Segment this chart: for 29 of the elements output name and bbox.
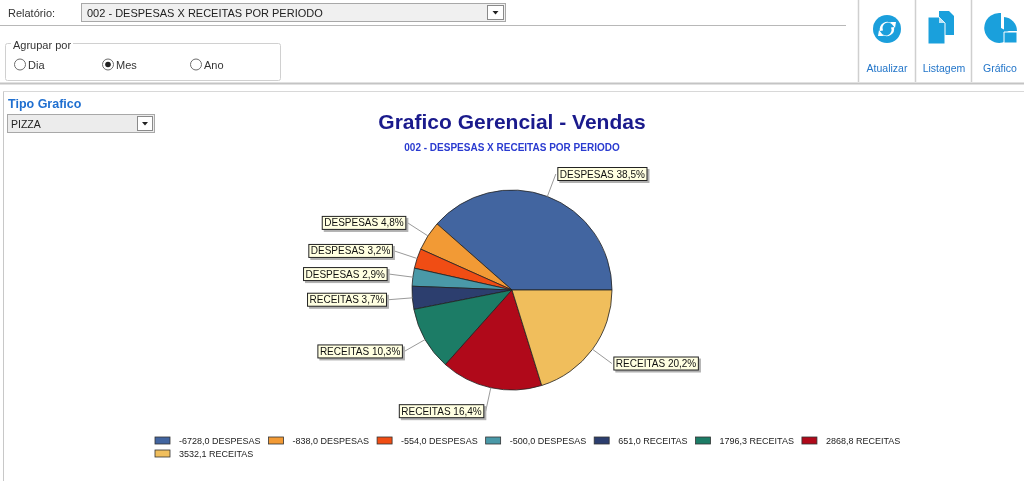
text: PIZZA: [11, 118, 41, 130]
legend-label: -838,0 DESPESAS: [292, 436, 370, 446]
text: Agrupar por: [13, 39, 72, 51]
text: Atualizar: [866, 62, 908, 74]
chart-subtitle: 002 - DESPESAS X RECEITAS POR PERIODO: [404, 142, 620, 153]
legend-label: 651,0 RECEITAS: [618, 436, 688, 446]
chart-title: Grafico Gerencial - Vendas: [378, 110, 646, 133]
data-label: RECEITAS 20,2%: [615, 358, 697, 370]
text: Mes: [116, 58, 138, 71]
text: Gráfico: [983, 62, 1018, 74]
legend-label: 2868,8 RECEITAS: [825, 436, 901, 446]
data-label: RECEITAS 10,3%: [319, 345, 401, 357]
data-label: DESPESAS 3,2%: [310, 245, 391, 257]
text: Tipo Grafico: [8, 97, 82, 111]
text: 002 - DESPESAS X RECEITAS POR PERIODO: [87, 7, 324, 19]
legend-label: 3532,1 RECEITAS: [179, 449, 254, 459]
text: Ano: [204, 58, 224, 71]
text: Listagem: [922, 62, 966, 74]
text: Relatório:: [8, 7, 56, 19]
legend-label: -500,0 DESPESAS: [509, 436, 587, 446]
data-label: RECEITAS 3,7%: [309, 294, 385, 306]
legend-label: 1796,3 RECEITAS: [719, 436, 794, 446]
data-label: DESPESAS 2,9%: [305, 268, 386, 280]
text: Dia: [28, 58, 46, 71]
data-label: DESPESAS 38,5%: [559, 168, 645, 180]
data-label: DESPESAS 4,8%: [324, 217, 404, 229]
data-label: RECEITAS 16,4%: [401, 405, 482, 417]
legend-label: -554,0 DESPESAS: [401, 436, 478, 446]
legend-label: -6728,0 DESPESAS: [179, 436, 261, 446]
